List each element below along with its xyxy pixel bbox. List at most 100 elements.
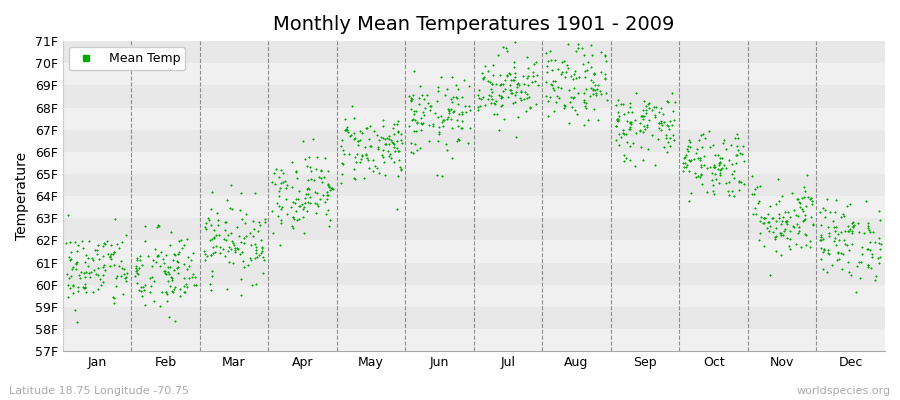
Point [707,152,722,158]
Point [255,248,269,254]
Point [814,244,828,251]
Point [500,93,515,100]
Point [676,160,690,166]
Legend: Mean Temp: Mean Temp [68,47,185,70]
Point [588,87,602,93]
Point [243,255,257,261]
Point [429,172,444,178]
Point [574,45,589,51]
Point [376,147,391,154]
Point [688,174,703,180]
Point [209,232,223,238]
Point [611,117,625,124]
Point [520,54,535,60]
Point [354,156,368,162]
Point [676,168,690,174]
Point [353,137,367,143]
Point [851,220,866,226]
Point [444,116,458,122]
Point [502,70,517,76]
Point [392,128,406,135]
Point [84,268,98,275]
Point [232,233,247,240]
Point [450,138,464,145]
Point [310,202,325,209]
Point [779,220,794,227]
Point [387,121,401,127]
Point [130,266,145,273]
Point [770,232,784,239]
Point [365,168,380,174]
Point [63,272,77,279]
Point [73,275,87,282]
Point [132,256,147,263]
Point [403,97,418,104]
Point [539,50,554,56]
Point [580,86,594,92]
Point [418,104,433,111]
Point [516,73,530,79]
Point [527,60,542,67]
Point [143,275,157,282]
Point [565,104,580,110]
Point [71,287,86,294]
Point [298,199,312,206]
Point [268,166,283,172]
Point [168,252,183,258]
Point [782,214,796,220]
Point [663,135,678,142]
Point [800,172,814,178]
Point [495,88,509,94]
Point [67,282,81,288]
Point [508,133,523,140]
Point [815,236,830,242]
Point [694,131,708,138]
Point [234,239,248,245]
Point [785,190,799,196]
Point [442,106,456,113]
Point [382,151,397,157]
Point [106,248,121,255]
Point [560,62,574,68]
Point [756,220,770,226]
Point [221,244,236,250]
Point [832,237,846,244]
Point [446,108,461,114]
Point [860,262,875,268]
Point [211,222,225,228]
Point [499,45,513,51]
Point [351,138,365,144]
Point [796,208,810,214]
Point [100,238,114,245]
Point [417,112,431,118]
Point [237,240,251,246]
Point [549,98,563,105]
Point [70,248,85,254]
Point [860,246,875,252]
Point [757,215,771,221]
Point [154,249,168,256]
Point [117,274,131,281]
Point [635,156,650,163]
Point [590,82,605,88]
Point [680,162,694,168]
Point [816,247,831,253]
Point [747,191,761,198]
Point [841,202,855,209]
Point [489,98,503,104]
Point [732,179,746,186]
Point [793,200,807,206]
Point [570,110,584,117]
Point [177,289,192,295]
Point [724,170,739,177]
Point [638,126,652,132]
Point [265,179,279,186]
Point [737,181,751,187]
Point [654,105,669,111]
Point [587,70,601,77]
Point [132,265,147,272]
Point [820,269,834,276]
Point [117,271,131,278]
Point [611,131,625,138]
Point [431,138,446,144]
